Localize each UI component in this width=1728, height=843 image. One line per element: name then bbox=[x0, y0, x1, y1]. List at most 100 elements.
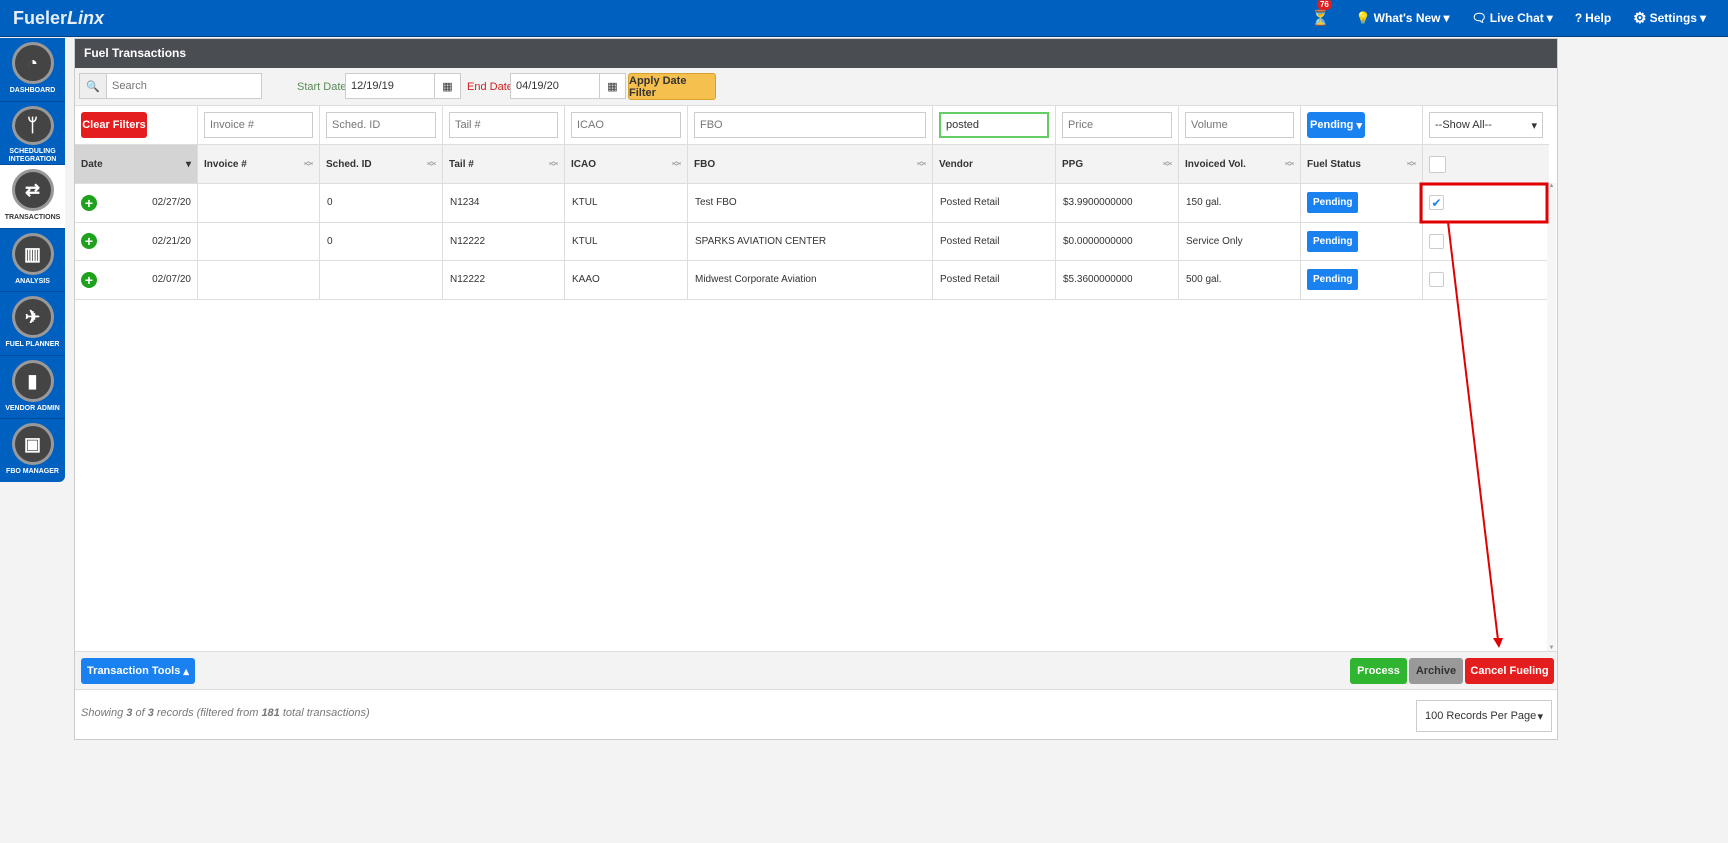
branch-icon: ᛘ bbox=[11, 105, 54, 145]
table-header: Date ▾ Invoice # ︿ ﹀ Sched. ID ︿ ﹀ Tail # ︿ ﹀ ICAO ︿… bbox=[75, 145, 1549, 184]
search-icon[interactable]: 🔍 bbox=[79, 73, 107, 99]
cell-vendor: Posted Retail bbox=[933, 184, 1056, 222]
toolbar: 🔍 Start Date 12/19/19 ▦ End Date 04/19/2… bbox=[75, 68, 1557, 106]
chat-icon: 🗨 bbox=[1471, 11, 1487, 25]
cell-vendor: Posted Retail bbox=[933, 222, 1056, 260]
settings-menu[interactable]: ⚙ Settings ▾ bbox=[1633, 10, 1706, 27]
column-header[interactable]: Vendor bbox=[933, 145, 1056, 183]
question-icon: ? bbox=[1574, 11, 1583, 25]
status-badge[interactable]: Pending bbox=[1307, 192, 1359, 214]
column-header[interactable]: Invoiced Vol. ︿ ﹀ bbox=[1179, 145, 1301, 183]
cell-icao: KTUL bbox=[565, 184, 688, 222]
whats-new-menu[interactable]: 💡 What's New ▾ bbox=[1355, 11, 1450, 25]
cell-tail: N1234 bbox=[443, 184, 565, 222]
price-filter[interactable] bbox=[1062, 112, 1172, 138]
cell-icao: KTUL bbox=[565, 222, 688, 260]
sort-icon: ︿ ﹀ bbox=[426, 156, 436, 172]
clear-filters-button[interactable]: Clear Filters bbox=[81, 112, 147, 138]
notification-badge: 76 bbox=[1316, 0, 1332, 10]
table-row[interactable]: +02/07/20 N12222 KAAO Midwest Corporate Avi… bbox=[75, 261, 1549, 300]
row-checkbox[interactable] bbox=[1429, 272, 1444, 288]
process-button[interactable]: Process bbox=[1350, 658, 1407, 684]
vendor-filter[interactable] bbox=[939, 112, 1049, 138]
cancel-fueling-button[interactable]: Cancel Fueling bbox=[1465, 658, 1554, 684]
column-header[interactable]: Sched. ID ︿ ﹀ bbox=[320, 145, 443, 183]
cell-ppg: $3.9900000000 bbox=[1056, 184, 1179, 222]
column-header[interactable]: FBO ︿ ﹀ bbox=[688, 145, 933, 183]
help-link[interactable]: ? Help bbox=[1574, 11, 1612, 25]
cell-sched: 0 bbox=[320, 222, 443, 260]
cell-vol: 500 gal. bbox=[1179, 261, 1301, 299]
records-summary: Showing 3 of 3 records (filtered from 18… bbox=[81, 707, 370, 719]
status-badge[interactable]: Pending bbox=[1307, 269, 1359, 291]
cell-vendor: Posted Retail bbox=[933, 261, 1056, 299]
cell-fbo: Test FBO bbox=[688, 184, 933, 222]
caret-down-icon: ▾ bbox=[1531, 120, 1537, 132]
calendar-icon[interactable]: ▦ bbox=[434, 73, 461, 99]
column-header[interactable]: Date ▾ bbox=[75, 145, 198, 183]
file-icon: ▮ bbox=[11, 359, 54, 402]
cell-fbo: SPARKS AVIATION CENTER bbox=[688, 222, 933, 260]
table-row[interactable]: +02/27/20 0 N1234 KTUL Test FBO Posted Retail… bbox=[75, 184, 1549, 223]
invoice-filter[interactable] bbox=[204, 112, 313, 138]
status-filter-dropdown[interactable]: Pending ▾ bbox=[1307, 112, 1365, 138]
archive-button[interactable]: Archive bbox=[1409, 658, 1463, 684]
cell-tail: N12222 bbox=[443, 261, 565, 299]
bar-chart-icon: ▥ bbox=[11, 232, 54, 275]
end-date-input[interactable]: 04/19/20 bbox=[510, 73, 600, 99]
expand-plus-icon[interactable]: + bbox=[81, 271, 97, 288]
cell-invoice bbox=[198, 261, 320, 299]
expand-plus-icon[interactable]: + bbox=[81, 194, 97, 211]
scrollbar[interactable]: ▲ ▼ bbox=[1547, 183, 1556, 651]
cell-sched: 0 bbox=[320, 184, 443, 222]
column-header[interactable]: ICAO ︿ ﹀ bbox=[565, 145, 688, 183]
sidebar-item-dashboard[interactable]: ◔ DASHBOARD bbox=[0, 38, 65, 102]
tail-filter[interactable] bbox=[449, 112, 558, 138]
sched-id-filter[interactable] bbox=[326, 112, 436, 138]
notifications-button[interactable]: ⏳ 76 bbox=[1310, 0, 1332, 27]
live-chat-menu[interactable]: 🗨 Live Chat ▾ bbox=[1471, 11, 1553, 25]
filter-row: Clear Filters Pending ▾ --Show All--▾ bbox=[75, 106, 1559, 145]
records-per-page-select[interactable]: 100 Records Per Page ▾ bbox=[1416, 700, 1552, 732]
sidebar-item-fuel-planner[interactable]: ✈ FUEL PLANNER bbox=[0, 292, 65, 356]
status-badge[interactable]: Pending bbox=[1307, 230, 1359, 252]
caret-down-icon: ▾ bbox=[1699, 11, 1706, 25]
arrow-head bbox=[1493, 638, 1503, 648]
cell-tail: N12222 bbox=[443, 222, 565, 260]
select-all-checkbox[interactable] bbox=[1429, 155, 1446, 173]
trophy-icon: ⏳ bbox=[1310, 10, 1330, 27]
search-input[interactable] bbox=[106, 73, 262, 99]
sidebar-item-fbo-manager[interactable]: ▣ FBO MANAGER bbox=[0, 419, 65, 483]
row-checkbox[interactable] bbox=[1429, 233, 1444, 249]
calendar-icon[interactable]: ▦ bbox=[599, 73, 626, 99]
transaction-tools-button[interactable]: Transaction Tools ▴ bbox=[81, 658, 195, 684]
column-header[interactable]: Tail # ︿ ﹀ bbox=[443, 145, 565, 183]
lightbulb-icon: 💡 bbox=[1355, 11, 1371, 25]
sort-icon: ︿ ﹀ bbox=[303, 156, 313, 172]
start-date-input[interactable]: 12/19/19 bbox=[345, 73, 435, 99]
icao-filter[interactable] bbox=[571, 112, 681, 138]
sidebar-item-transactions[interactable]: ⇄ TRANSACTIONS bbox=[0, 165, 65, 229]
cell-icao: KAAO bbox=[565, 261, 688, 299]
sidebar-item-vendor-admin[interactable]: ▮ VENDOR ADMIN bbox=[0, 356, 65, 419]
start-date-label: Start Date bbox=[297, 81, 347, 93]
sort-icon: ︿ ﹀ bbox=[671, 156, 681, 172]
column-header[interactable]: Invoice # ︿ ﹀ bbox=[198, 145, 320, 183]
top-bar: FuelerLinx ⏳ 76 💡 What's New ▾ 🗨 Live Chat ▾ … bbox=[0, 0, 1728, 37]
volume-filter[interactable] bbox=[1185, 112, 1294, 138]
row-checkbox[interactable]: ✔ bbox=[1429, 195, 1444, 211]
expand-plus-icon[interactable]: + bbox=[81, 233, 97, 250]
column-header[interactable]: Fuel Status ︿ ﹀ bbox=[1301, 145, 1423, 183]
cell-fbo: Midwest Corporate Aviation bbox=[688, 261, 933, 299]
fbo-filter[interactable] bbox=[694, 112, 926, 138]
apply-date-filter-button[interactable]: Apply Date Filter bbox=[628, 73, 716, 100]
column-header[interactable]: PPG ︿ ﹀ bbox=[1056, 145, 1179, 183]
show-all-select[interactable]: --Show All-- ▾ bbox=[1429, 112, 1543, 138]
swap-icon: ⇄ bbox=[11, 169, 54, 211]
logo[interactable]: FuelerLinx bbox=[13, 8, 105, 28]
briefcase-icon: ▣ bbox=[11, 423, 54, 465]
sidebar-item-scheduling[interactable]: ᛘ SCHEDULING INTEGRATION bbox=[0, 102, 65, 165]
table-row[interactable]: +02/21/20 0 N12222 KTUL SPARKS AVIATION CENT… bbox=[75, 222, 1549, 261]
sidebar-item-analysis[interactable]: ▥ ANALYSIS bbox=[0, 229, 65, 292]
